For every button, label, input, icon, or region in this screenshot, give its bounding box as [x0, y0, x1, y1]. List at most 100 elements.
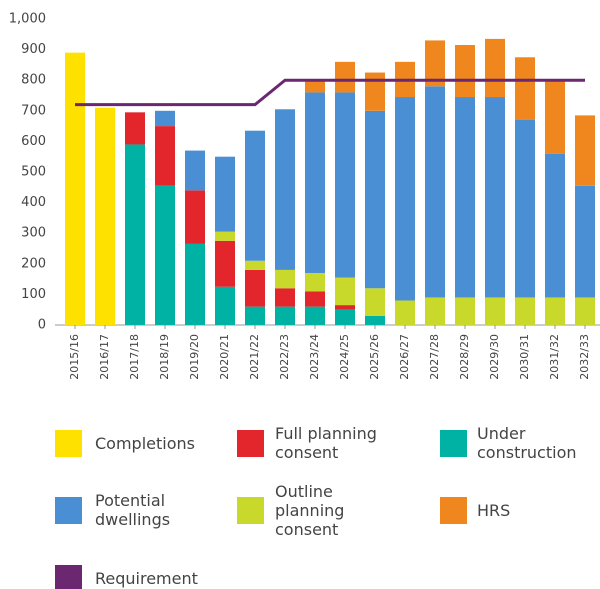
legend-swatch [237, 497, 264, 524]
bar-segment [365, 288, 385, 316]
bar-segment [365, 315, 385, 325]
bar-segment [395, 97, 415, 301]
x-tick-label: 2026/27 [398, 334, 411, 380]
bar-segment [515, 119, 535, 298]
x-tick-label: 2032/33 [578, 334, 591, 380]
bar-segment [425, 40, 445, 87]
y-tick-label: 100 [21, 287, 46, 302]
legend-swatch [440, 497, 467, 524]
requirement-line [75, 78, 585, 107]
y-tick-label: 700 [21, 103, 46, 118]
bar-segment [125, 112, 145, 145]
y-tick-label: 300 [21, 226, 46, 241]
bar-segment [305, 291, 325, 307]
bar-segment [545, 297, 565, 325]
bar-segment [185, 243, 205, 325]
bar-segment [575, 185, 595, 298]
bar-segment [485, 297, 505, 325]
y-tick-label: 900 [21, 42, 46, 57]
bar-segment [335, 92, 355, 278]
bar-segment [245, 306, 265, 325]
bar-segment [575, 115, 595, 186]
bar-segment [305, 80, 325, 93]
bar-segment [65, 52, 85, 325]
y-tick-label: 200 [21, 256, 46, 271]
x-tick-label: 2021/22 [248, 334, 261, 380]
bar-segment [185, 190, 205, 244]
y-tick-label: 0 [38, 318, 46, 333]
bar-segment [365, 110, 385, 289]
bar-segment [455, 45, 475, 98]
y-tick-label: 800 [21, 73, 46, 88]
bar-segment [215, 286, 235, 325]
chart: 0 100 200 300 400 500 600 700 800 900 1,000 2015/16… [9, 12, 600, 380]
legend-swatch [440, 430, 467, 457]
x-tick-label: 2030/31 [518, 334, 531, 380]
legend-label: Requirement [95, 568, 198, 588]
bar-segment [245, 269, 265, 307]
legend-label: Full planning consent [275, 424, 377, 462]
bar-segment [155, 185, 175, 325]
bar-segment [95, 107, 115, 326]
legend-label: HRS [477, 500, 511, 520]
bar-segment [155, 110, 175, 127]
x-tick-label: 2023/24 [308, 334, 321, 380]
bar-segment [305, 306, 325, 325]
bar-segment [575, 297, 595, 325]
x-tick-label: 2016/17 [98, 334, 111, 380]
x-tick-label: 2025/26 [368, 334, 381, 380]
x-tick-label: 2024/25 [338, 334, 351, 380]
bar-segment [335, 61, 355, 93]
x-tick-label: 2018/19 [158, 334, 171, 380]
y-tick-label: 400 [21, 195, 46, 210]
bar-segment [275, 306, 295, 325]
bar-segment [335, 277, 355, 306]
bar-segment [455, 97, 475, 298]
bar-segment [305, 92, 325, 273]
y-tick-label: 600 [21, 134, 46, 149]
bar-segment [215, 240, 235, 287]
legend-swatch [237, 430, 264, 457]
legend-swatch [55, 430, 82, 457]
x-tick-label: 2017/18 [128, 334, 141, 380]
bar-segment [245, 260, 265, 270]
bar-segment [485, 97, 505, 298]
bar-segment [335, 309, 355, 325]
bar-segment [395, 300, 415, 325]
bar-segment [215, 156, 235, 232]
bar-segment [275, 109, 295, 270]
bar-segment [125, 144, 145, 325]
bar-segment [305, 272, 325, 292]
bar-segment [515, 57, 535, 120]
legend-label: Outline planning consent [275, 481, 345, 539]
bar-segment [455, 297, 475, 325]
y-tick-label: 1,000 [9, 12, 46, 27]
legend-label: Completions [95, 433, 195, 453]
bar-segment [485, 38, 505, 98]
bar-segment [545, 153, 565, 298]
y-tick-label: 500 [21, 165, 46, 180]
bar-segment [185, 150, 205, 191]
bar-segment [275, 288, 295, 307]
legend-label: Potential dwellings [95, 491, 171, 529]
x-tick-label: 2015/16 [68, 334, 81, 380]
x-tick-label: 2020/21 [218, 334, 231, 380]
bar-segment [245, 130, 265, 261]
bar-segment [215, 231, 235, 241]
x-tick-label: 2029/30 [488, 334, 501, 380]
bar-segment [155, 126, 175, 186]
x-tick-label: 2027/28 [428, 334, 441, 380]
bar-segment [365, 72, 385, 111]
legend-swatch [55, 565, 82, 589]
bar-segment [335, 305, 355, 310]
x-tick-label: 2031/32 [548, 334, 561, 380]
x-tick-label: 2019/20 [188, 334, 201, 380]
bar-segment [515, 297, 535, 325]
x-tick-label: 2028/29 [458, 334, 471, 380]
bar-segment [545, 80, 565, 154]
bar-segment [425, 86, 445, 298]
x-tick-label: 2022/23 [278, 334, 291, 380]
bar-segment [275, 269, 295, 289]
legend-swatch [55, 497, 82, 524]
